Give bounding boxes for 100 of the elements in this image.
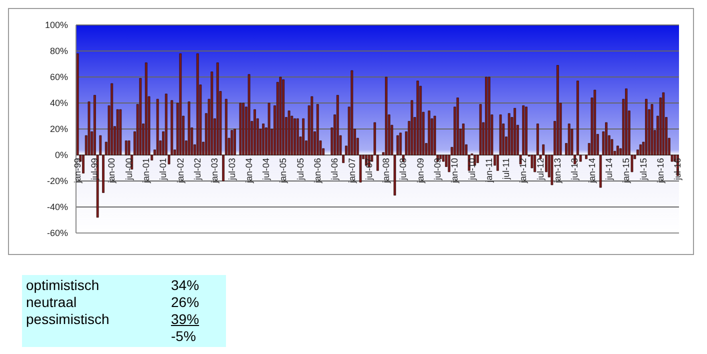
- bar: [282, 79, 285, 156]
- x-tick-label: jul-03: [226, 158, 237, 182]
- y-tick-label: 100%: [44, 20, 68, 30]
- bar: [514, 108, 516, 156]
- bar: [124, 140, 128, 156]
- bar: [416, 80, 419, 156]
- y-tick-label: -20%: [46, 176, 68, 186]
- bar: [230, 130, 234, 156]
- bar: [234, 128, 236, 156]
- y-tick-label: 60%: [50, 72, 68, 82]
- bar: [254, 109, 256, 156]
- x-tick-label: jul-04: [261, 158, 272, 182]
- bar: [439, 154, 442, 160]
- x-tick-label: jan-10: [450, 158, 460, 184]
- bar: [350, 70, 354, 156]
- bar: [216, 62, 219, 156]
- bar: [139, 78, 142, 156]
- bar: [196, 53, 199, 156]
- y-tick-label: 20%: [50, 124, 68, 134]
- x-tick-label: jan-06: [312, 158, 322, 184]
- x-tick-label: jul-01: [158, 158, 168, 182]
- bar: [110, 83, 114, 156]
- bar: [294, 118, 296, 156]
- bar: [385, 76, 388, 156]
- bar: [262, 124, 265, 156]
- y-tick-label: 40%: [50, 98, 68, 108]
- x-tick-label: jan-15: [621, 158, 632, 184]
- bar: [462, 124, 465, 156]
- bar: [530, 154, 534, 168]
- bar: [88, 102, 90, 156]
- x-tick-label: jul-05: [295, 158, 306, 182]
- bar: [310, 96, 314, 156]
- bar: [625, 88, 628, 156]
- bar: [650, 104, 654, 156]
- bar: [616, 146, 619, 156]
- x-tick-label: jan-03: [210, 158, 220, 184]
- bar: [156, 98, 159, 156]
- bar: [508, 113, 510, 156]
- bar: [410, 100, 414, 156]
- x-tick-label: jul-00: [124, 158, 134, 182]
- x-tick-label: jul-16: [672, 158, 683, 182]
- bar: [605, 122, 608, 156]
- x-tick-label: jul-02: [192, 158, 202, 182]
- bar: [645, 98, 648, 156]
- bar: [594, 90, 596, 156]
- bar: [116, 109, 119, 156]
- bar: [662, 92, 665, 156]
- summary-table: optimistisch 34% neutraal 26% pessimistisch 39% -5%: [22, 275, 226, 347]
- x-tick-label: jan-13: [552, 158, 563, 184]
- bar: [568, 124, 570, 156]
- bar: [288, 110, 290, 156]
- y-tick-label: -60%: [46, 228, 68, 238]
- x-tick-label: jul-14: [604, 158, 614, 182]
- y-tick-label: -40%: [46, 202, 68, 212]
- bar: [428, 110, 430, 156]
- y-tick-label: 0%: [54, 150, 68, 160]
- y-tick-label: 80%: [50, 46, 68, 56]
- bar: [144, 62, 148, 156]
- bar: [239, 102, 242, 156]
- x-tick-label: jul-13: [570, 158, 580, 182]
- x-tick-label: jul-10: [466, 158, 477, 182]
- x-tick-label: jan-01: [141, 158, 152, 184]
- bar: [556, 65, 559, 156]
- x-tick-label: jul-09: [432, 158, 443, 182]
- x-tick-label: jan-09: [415, 158, 426, 184]
- x-tick-label: jan-14: [586, 158, 597, 184]
- bar: [316, 104, 319, 156]
- x-tick-label: jul-06: [330, 158, 340, 182]
- bar: [488, 76, 490, 156]
- bar: [336, 95, 339, 156]
- x-tick-label: jan-11: [484, 158, 494, 184]
- bar: [188, 102, 190, 156]
- x-tick-label: jan-07: [346, 158, 357, 184]
- bar: [268, 102, 270, 156]
- x-tick-label: jan-99: [72, 158, 82, 184]
- x-tick-label: jul-07: [364, 158, 374, 182]
- bar: [179, 53, 182, 156]
- x-tick-label: jul-08: [398, 158, 408, 182]
- bar: [302, 118, 305, 156]
- bar: [456, 98, 459, 156]
- x-tick-label: jan-05: [278, 158, 288, 184]
- bar: [525, 106, 528, 156]
- x-tick-label: jul-99: [90, 158, 100, 182]
- x-tick-label: jan-00: [106, 158, 117, 184]
- bar: [485, 76, 488, 156]
- x-tick-label: jan-02: [175, 158, 186, 184]
- bar: [296, 118, 299, 156]
- x-tick-label: jan-12: [518, 158, 528, 184]
- x-tick-label: jan-16: [655, 158, 666, 184]
- bar: [639, 144, 642, 156]
- bar: [119, 109, 122, 156]
- x-tick-label: jan-04: [244, 158, 254, 184]
- x-tick-label: jul-15: [638, 158, 648, 182]
- x-tick-label: jul-11: [501, 158, 512, 180]
- bar: [610, 139, 614, 156]
- bar: [248, 74, 250, 156]
- bar: [210, 72, 214, 156]
- bar: [242, 102, 245, 156]
- x-tick-label: jul-12: [535, 158, 546, 182]
- x-tick-label: jan-08: [381, 158, 392, 184]
